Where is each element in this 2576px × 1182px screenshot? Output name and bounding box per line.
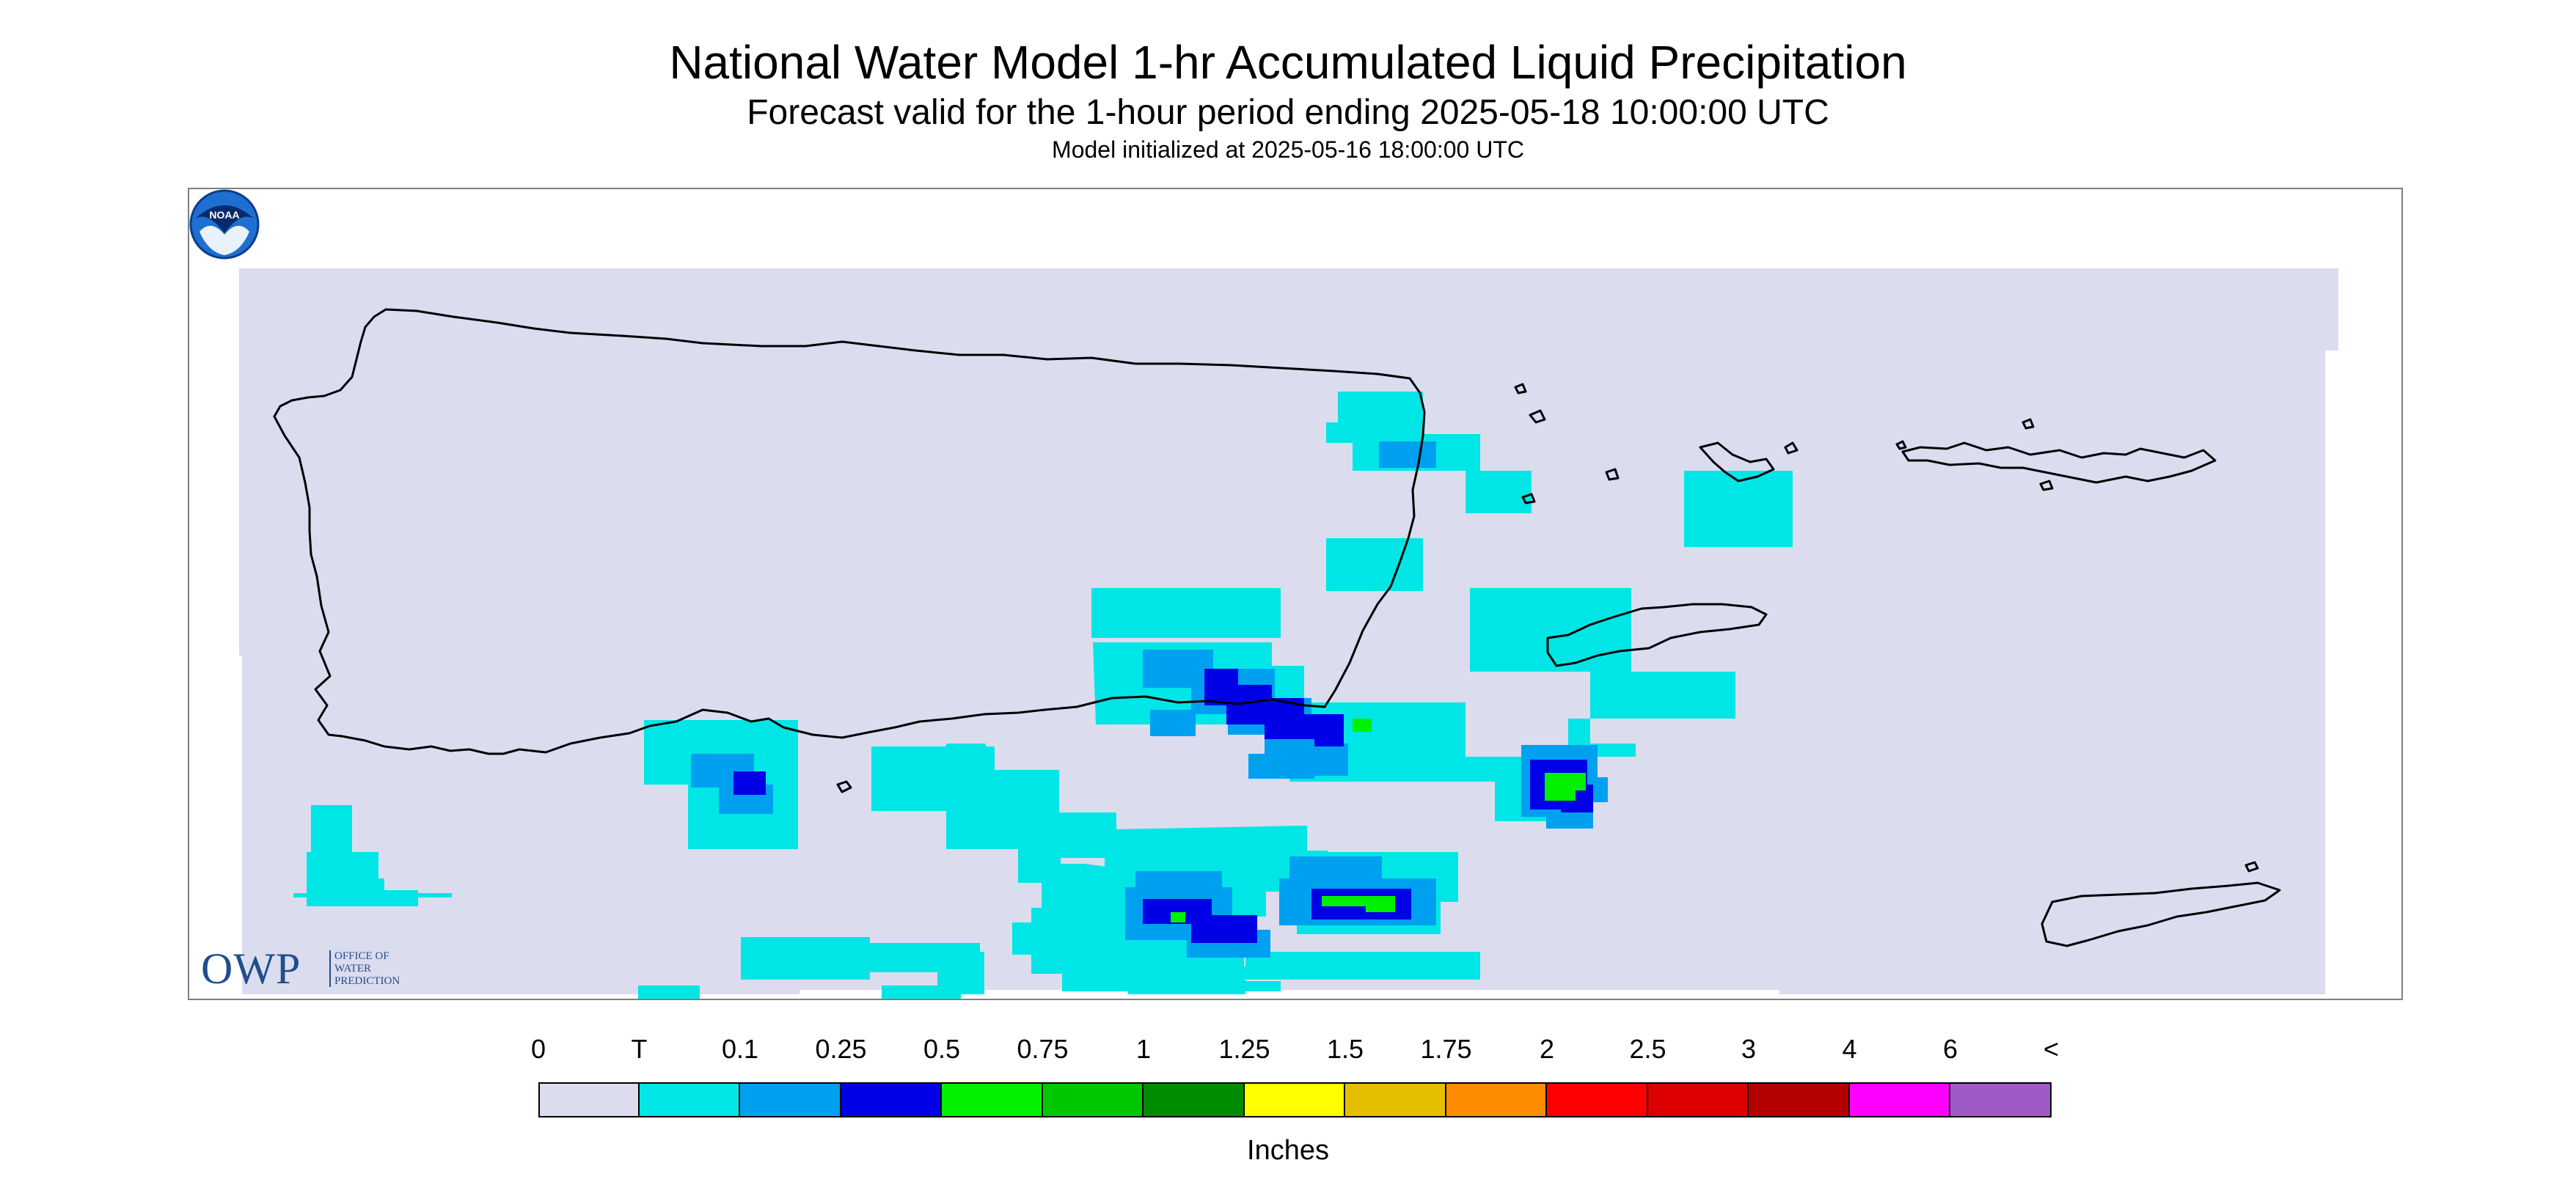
legend-swatch <box>1345 1082 1446 1117</box>
puerto-rico-outline <box>273 308 1426 755</box>
legend-swatch <box>1144 1082 1245 1117</box>
legend-swatch <box>1950 1082 2052 1117</box>
legend-swatch <box>841 1082 942 1117</box>
st-thomas-outline <box>1901 441 2217 484</box>
legend-tick-label: 0.1 <box>721 1034 759 1064</box>
legend-tick-label: 6 <box>1942 1034 1958 1064</box>
legend-tick-label: 2 <box>1539 1034 1555 1064</box>
legend-tick-label: < <box>2043 1034 2060 1064</box>
legend-tick-label: 1.5 <box>1326 1034 1364 1064</box>
coastlines <box>273 308 2281 947</box>
page-title: National Water Model 1-hr Accumulated Li… <box>669 36 1907 89</box>
forecast-valid-subtitle: Forecast valid for the 1-hour period end… <box>747 93 1829 132</box>
precip-0-5-areas <box>1171 719 1586 922</box>
legend-swatch <box>1042 1082 1144 1117</box>
legend-tick-label: 0.5 <box>923 1034 961 1064</box>
owp-logo-letters: OWP <box>201 944 301 993</box>
map-canvas <box>239 268 2338 999</box>
noaa-logo-text: NOAA <box>209 209 239 221</box>
legend-swatch <box>639 1082 740 1117</box>
noaa-logo-icon: NOAA <box>189 189 260 260</box>
legend-tick-label: 1.75 <box>1420 1034 1472 1064</box>
legend-swatch <box>942 1082 1043 1117</box>
model-init-note: Model initialized at 2025-05-16 18:00:00… <box>1052 136 1524 163</box>
owp-logo-divider <box>329 950 331 987</box>
legend-swatch <box>538 1082 640 1117</box>
legend-swatch <box>1647 1082 1749 1117</box>
legend-tick-label: 1.25 <box>1218 1034 1270 1064</box>
legend-units: Inches <box>1247 1135 1329 1166</box>
legend-tick-label: 1 <box>1135 1034 1152 1064</box>
owp-logo: OWP OFFICE OF WATER PREDICTION <box>201 946 443 991</box>
st-croix-outline <box>2041 881 2281 947</box>
legend-tick-label: 0 <box>530 1034 546 1064</box>
legend-swatch <box>1547 1082 1648 1117</box>
legend-swatch <box>1446 1082 1547 1117</box>
owp-logo-subtitle: OFFICE OF WATER PREDICTION <box>334 950 400 987</box>
vieques-outline <box>1546 603 1768 667</box>
legend-swatch <box>1244 1082 1345 1117</box>
precipitation-map: OWP OFFICE OF WATER PREDICTION NOAA <box>188 188 2403 1000</box>
legend-tick-label: 0.25 <box>815 1034 867 1064</box>
legend-swatch <box>740 1082 841 1117</box>
legend-tick-label: 3 <box>1741 1034 1757 1064</box>
caja-de-muertos-outline <box>836 780 852 793</box>
legend-tick-label: 2.5 <box>1629 1034 1666 1064</box>
legend-tick-label: 4 <box>1842 1034 1857 1064</box>
legend-tick-label: T <box>631 1034 648 1064</box>
legend-tick-label: 0.75 <box>1017 1034 1069 1064</box>
culebra-outline <box>1699 441 1775 482</box>
legend-swatch <box>1749 1082 1850 1117</box>
legend-swatch <box>1849 1082 1950 1117</box>
